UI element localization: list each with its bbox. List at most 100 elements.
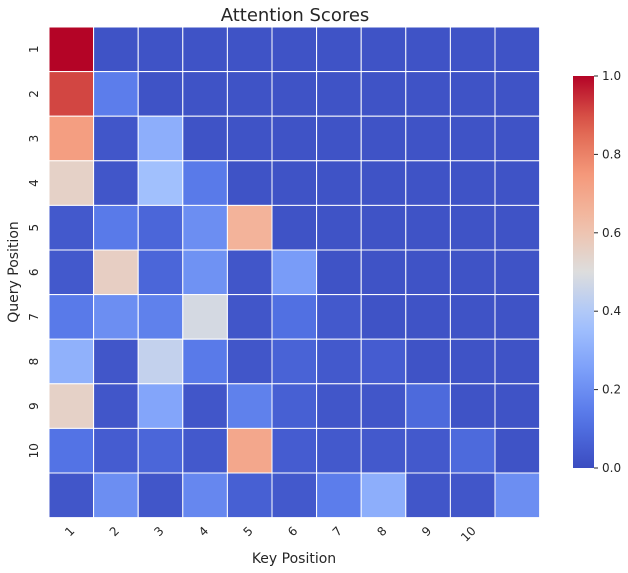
heatmap-cell: [93, 472, 139, 519]
heatmap-cell: [449, 383, 496, 429]
x-tick-label: 3: [151, 524, 166, 539]
heatmap-cell: [182, 204, 228, 251]
heatmap-cell: [405, 383, 451, 429]
y-tick-label: 4: [27, 179, 41, 187]
heatmap-cell: [271, 249, 318, 296]
heatmap-cell: [360, 294, 407, 340]
heatmap-cell: [494, 26, 541, 73]
heatmap-cell: [93, 115, 139, 162]
y-axis-label: Query Position: [6, 221, 22, 323]
heatmap-cell: [405, 249, 451, 296]
heatmap-cells: [48, 26, 541, 519]
x-tick-label: 7: [330, 524, 345, 539]
colorbar-tick-label: 0.6: [602, 226, 621, 240]
heatmap-cell: [449, 160, 496, 206]
heatmap-cell: [271, 204, 318, 251]
heatmap-cell: [137, 294, 184, 340]
heatmap-cell: [449, 115, 496, 162]
heatmap-cell: [405, 338, 451, 385]
heatmap-cell: [360, 204, 407, 251]
heatmap-cell: [405, 472, 451, 519]
heatmap-cell: [316, 26, 362, 73]
heatmap-cell: [48, 472, 95, 519]
heatmap-cell: [449, 294, 496, 340]
heatmap-cell: [93, 160, 139, 206]
heatmap-cell: [93, 204, 139, 251]
heatmap-cell: [137, 26, 184, 73]
heatmap-cell: [449, 204, 496, 251]
y-tick-label: 10: [27, 443, 41, 458]
heatmap-cell: [93, 249, 139, 296]
heatmap-cell: [93, 294, 139, 340]
x-tick-label: 9: [419, 524, 434, 539]
heatmap-cell: [137, 427, 184, 474]
heatmap-cell: [182, 338, 228, 385]
heatmap-cell: [48, 115, 95, 162]
x-tick-label: 5: [241, 524, 256, 539]
heatmap-cell: [494, 427, 541, 474]
colorbar-tick-label: 0.8: [602, 147, 621, 161]
colorbar-tick-label: 1.0: [602, 69, 621, 83]
x-tick-label: 1: [62, 524, 77, 539]
heatmap-cell: [93, 383, 139, 429]
heatmap-cell: [271, 115, 318, 162]
heatmap-cell: [137, 71, 184, 117]
x-tick-label: 10: [458, 524, 479, 545]
heatmap-cell: [405, 26, 451, 73]
heatmap-cell: [226, 249, 273, 296]
colorbar-tick-label: 0.4: [602, 304, 621, 318]
heatmap-cell: [48, 294, 95, 340]
heatmap-cell: [316, 294, 362, 340]
colorbar-ticks: 0.0 0.2 0.4 0.6 0.8 1.0: [594, 69, 621, 475]
heatmap-cell: [48, 204, 95, 251]
heatmap-cell: [494, 204, 541, 251]
heatmap-cell: [137, 472, 184, 519]
heatmap-cell: [226, 383, 273, 429]
heatmap-cell: [360, 338, 407, 385]
y-tick-label: 2: [27, 90, 41, 98]
heatmap-cell: [93, 427, 139, 474]
heatmap-cell: [48, 338, 95, 385]
heatmap-cell: [137, 338, 184, 385]
heatmap-cell: [494, 472, 541, 519]
heatmap-cell: [316, 204, 362, 251]
heatmap-cell: [449, 472, 496, 519]
heatmap-cell: [226, 472, 273, 519]
heatmap-cell: [316, 249, 362, 296]
heatmap-cell: [405, 115, 451, 162]
heatmap-cell: [449, 338, 496, 385]
heatmap-cell: [271, 338, 318, 385]
heatmap-cell: [494, 71, 541, 117]
heatmap-cell: [316, 472, 362, 519]
heatmap-cell: [449, 26, 496, 73]
y-tick-label: 9: [27, 402, 41, 410]
heatmap-cell: [182, 249, 228, 296]
chart-title: Attention Scores: [221, 5, 370, 26]
heatmap-cell: [360, 249, 407, 296]
x-tick-label: 4: [196, 524, 211, 539]
heatmap-cell: [182, 71, 228, 117]
heatmap-cell: [93, 71, 139, 117]
heatmap-cell: [226, 26, 273, 73]
heatmap-cell: [48, 249, 95, 296]
heatmap-cell: [405, 71, 451, 117]
heatmap-cell: [226, 71, 273, 117]
heatmap-cell: [360, 71, 407, 117]
colorbar-tick-label: 0.2: [602, 383, 621, 397]
heatmap-cell: [182, 427, 228, 474]
heatmap-cell: [182, 160, 228, 206]
heatmap-cell: [316, 427, 362, 474]
heatmap-cell: [360, 383, 407, 429]
heatmap-cell: [316, 115, 362, 162]
heatmap-cell: [360, 26, 407, 73]
colorbar-tick-label: 0.0: [602, 461, 621, 475]
heatmap-cell: [226, 204, 273, 251]
y-tick-label: 3: [27, 135, 41, 143]
heatmap-cell: [137, 383, 184, 429]
heatmap-cell: [360, 427, 407, 474]
heatmap-cell: [182, 472, 228, 519]
heatmap-cell: [316, 338, 362, 385]
heatmap-cell: [271, 160, 318, 206]
heatmap-cell: [226, 160, 273, 206]
heatmap-cell: [271, 71, 318, 117]
